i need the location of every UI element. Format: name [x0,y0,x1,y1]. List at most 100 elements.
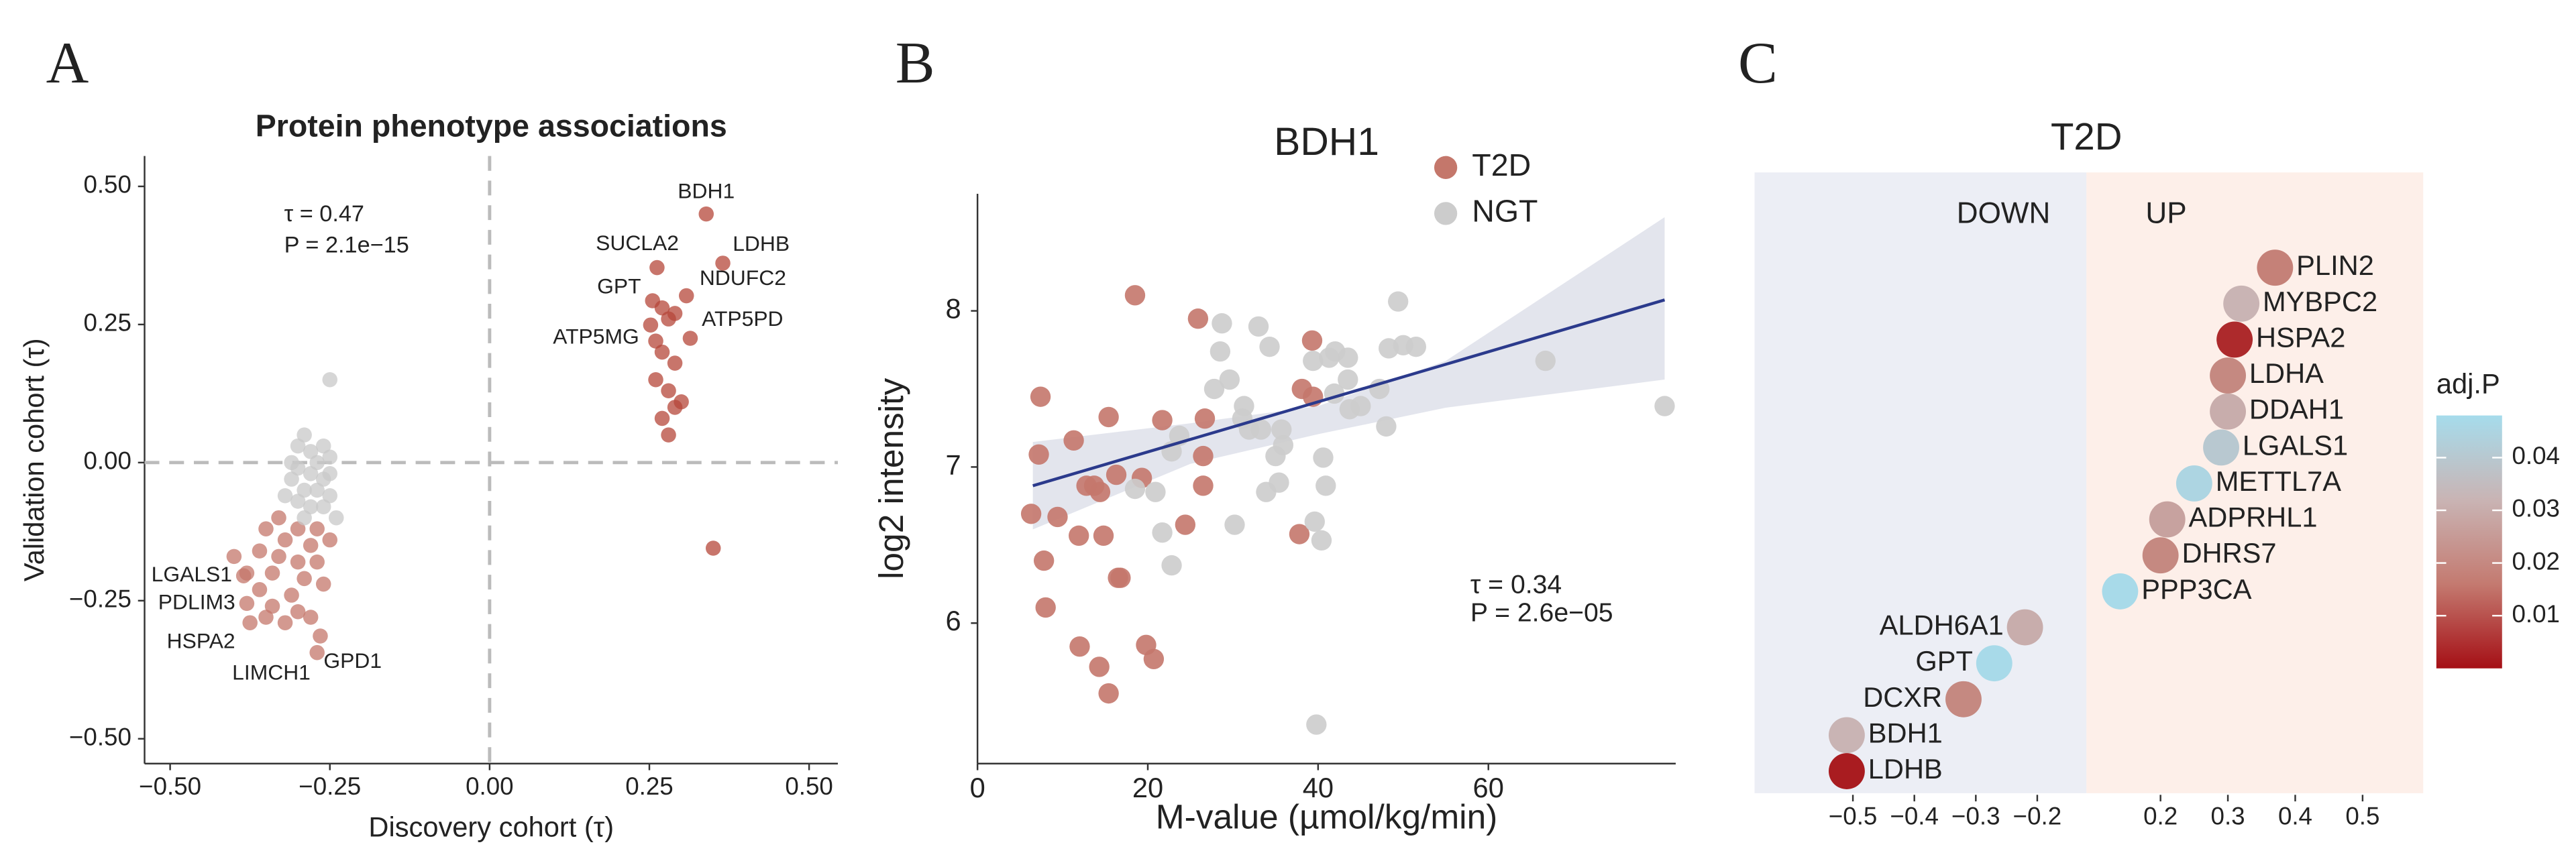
point-label: LDHB [733,231,790,255]
point [1069,636,1090,657]
point [284,587,299,603]
point [328,510,344,526]
point-label: PDLIM3 [158,589,235,614]
dot [2102,573,2139,610]
point-label: BDH1 [678,179,735,203]
region-background [1754,172,2087,793]
category-label: METTL7A [2216,465,2342,497]
dot [2223,285,2260,322]
point [1187,308,1209,329]
point [315,576,331,592]
point [654,410,670,426]
point [297,482,312,498]
point [322,372,338,388]
x-axis-label: M-value (µmol/kg/min) [1156,797,1497,836]
point [1110,567,1131,588]
dot [1945,681,1982,718]
point [1301,330,1323,351]
category-label: DCXR [1863,681,1942,713]
category-label: DHRS7 [2182,537,2276,569]
panel-letter: C [1738,30,1778,96]
point [1387,291,1409,312]
point [661,427,676,443]
colorbar-label: adj.P [2436,368,2500,400]
y-tick-label: 6 [945,605,961,636]
x-tick-label: −0.25 [299,772,361,800]
point-label: GPD1 [323,648,382,673]
point [1152,522,1173,543]
point [277,487,293,504]
point [1234,396,1254,416]
point [1193,445,1214,467]
point [1269,472,1289,493]
point [1271,419,1292,440]
x-tick-label: 0.5 [2345,802,2379,829]
point [1030,386,1051,407]
x-tick-label: −0.5 [1829,802,1878,829]
x-tick-label: 0.3 [2211,802,2245,829]
point [1313,447,1334,468]
regression-line [1032,298,1666,487]
point [271,549,286,565]
point [705,540,721,556]
point [1193,475,1214,496]
point-label: SUCLA2 [596,231,679,255]
region-background [2086,172,2424,793]
confidence-band [1032,217,1665,530]
point [313,628,328,644]
point [649,260,665,276]
point [284,455,299,471]
point [309,521,325,536]
point [1028,444,1049,465]
point-label: LIMCH1 [232,660,311,684]
point [1248,316,1269,337]
legend-label: T2D [1472,148,1531,182]
panel-letter: B [896,30,935,96]
point [661,383,676,399]
colorbar [2436,415,2502,669]
dot [2006,609,2043,646]
y-tick-label: 0.50 [83,171,131,198]
point [1020,504,1042,524]
point [1175,514,1196,535]
point [239,595,255,612]
point [1259,336,1280,357]
annotation: P = 2.6e−05 [1470,598,1613,627]
point [715,255,731,271]
dot [2210,393,2246,430]
point [315,499,331,514]
point-label: GPT [597,274,641,298]
category-label: LGALS1 [2243,429,2348,461]
point [239,565,255,581]
point [309,554,325,570]
annotation: P = 2.1e−15 [284,232,409,257]
point [654,344,670,360]
y-tick-label: 8 [945,293,961,325]
point [322,532,338,548]
point [1063,430,1084,451]
point [1152,410,1173,431]
point [277,615,293,630]
region-label: DOWN [1957,196,2051,229]
point [258,521,274,536]
legend-label: NGT [1472,194,1538,229]
point [1098,406,1119,428]
category-label: PPP3CA [2141,573,2252,605]
point [667,400,683,415]
dot [2142,537,2179,574]
point [322,466,338,481]
dot [1976,645,2012,682]
point [297,571,312,587]
point [1654,396,1675,416]
legend-marker [1434,156,1458,179]
point [1265,445,1286,467]
category-label: LDHA [2249,357,2324,389]
panel-letter: A [46,30,89,96]
point [667,306,683,321]
point [1143,648,1165,669]
point [1289,524,1310,544]
category-label: LDHB [1868,753,1943,785]
y-tick-label: 7 [945,449,961,480]
point [1210,341,1231,362]
